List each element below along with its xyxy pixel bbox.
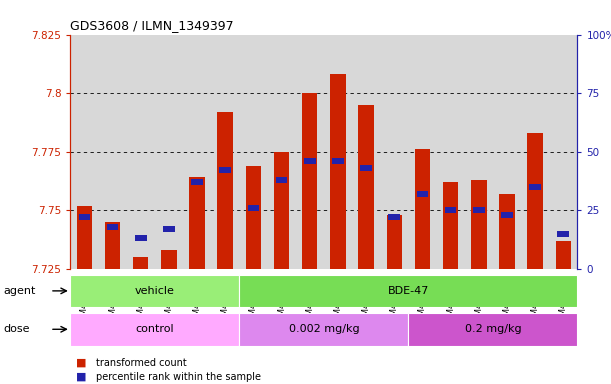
Text: transformed count: transformed count — [96, 358, 187, 368]
Bar — [302, 93, 318, 269]
Bar — [358, 105, 374, 269]
Bar — [276, 177, 287, 183]
Bar — [189, 177, 205, 269]
Text: control: control — [136, 324, 174, 334]
Bar — [163, 226, 175, 232]
Bar — [104, 222, 120, 269]
Bar — [445, 207, 456, 213]
Text: vehicle: vehicle — [135, 286, 175, 296]
Bar — [417, 191, 428, 197]
Bar — [218, 112, 233, 269]
Bar — [499, 194, 514, 269]
Bar — [443, 182, 458, 269]
Bar — [330, 74, 346, 269]
Text: dose: dose — [3, 324, 29, 334]
Bar — [70, 275, 240, 307]
Bar — [555, 241, 571, 269]
Bar — [79, 214, 90, 220]
Text: agent: agent — [3, 286, 35, 296]
Bar — [133, 257, 148, 269]
Bar — [240, 313, 408, 346]
Bar — [274, 152, 290, 269]
Bar — [161, 250, 177, 269]
Text: BDE-47: BDE-47 — [387, 286, 429, 296]
Bar — [408, 313, 577, 346]
Bar — [415, 149, 430, 269]
Bar — [135, 235, 147, 241]
Bar — [107, 224, 119, 230]
Text: ■: ■ — [76, 372, 87, 382]
Bar — [389, 214, 400, 220]
Text: 0.2 mg/kg: 0.2 mg/kg — [464, 324, 521, 334]
Text: ■: ■ — [76, 358, 87, 368]
Bar — [247, 205, 259, 211]
Bar — [529, 184, 541, 190]
Bar — [557, 231, 569, 237]
Bar — [304, 158, 315, 164]
Text: 0.002 mg/kg: 0.002 mg/kg — [288, 324, 359, 334]
Bar — [246, 166, 261, 269]
Bar — [332, 158, 344, 164]
Bar — [471, 180, 486, 269]
Text: GDS3608 / ILMN_1349397: GDS3608 / ILMN_1349397 — [70, 19, 234, 32]
Bar — [76, 205, 92, 269]
Text: percentile rank within the sample: percentile rank within the sample — [96, 372, 261, 382]
Bar — [360, 165, 372, 171]
Bar — [219, 167, 231, 173]
Bar — [387, 215, 402, 269]
Bar — [473, 207, 485, 213]
Bar — [501, 212, 513, 218]
Bar — [527, 133, 543, 269]
Bar — [240, 275, 577, 307]
Bar — [70, 313, 240, 346]
Bar — [191, 179, 203, 185]
